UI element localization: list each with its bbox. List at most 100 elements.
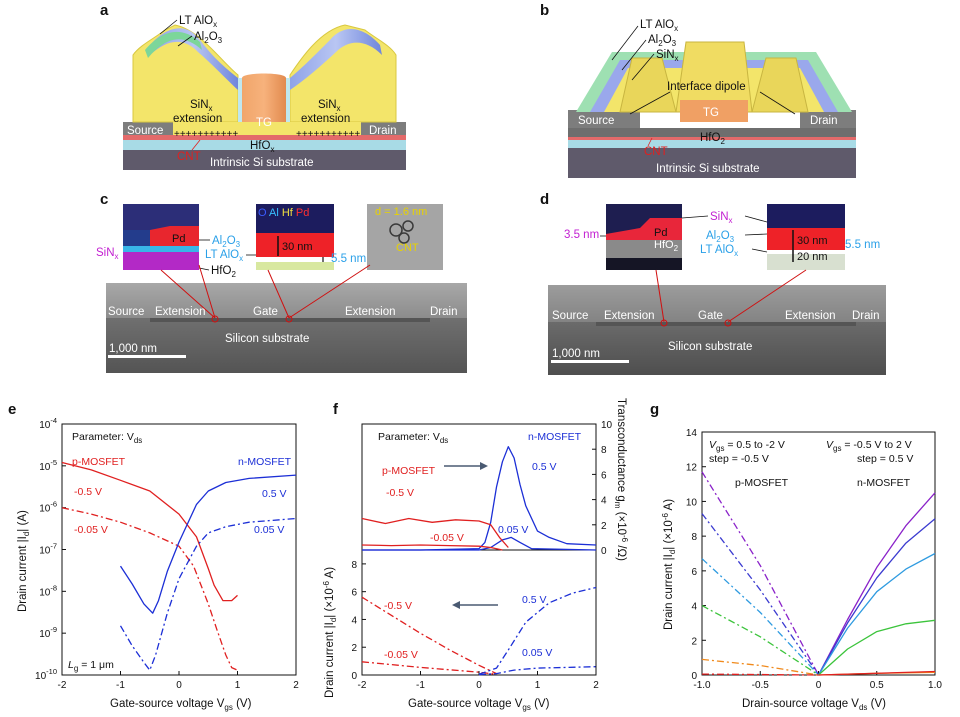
e-xtick: -1	[116, 680, 125, 691]
f-ytick-bot: 6	[351, 588, 357, 599]
e-param: Parameter: Vds	[72, 431, 142, 445]
c-edx-1-pd	[150, 226, 199, 246]
g-series-3	[701, 605, 819, 676]
e-v1: -0.5 V	[74, 486, 102, 498]
a-sinx-left: SiNx	[190, 99, 213, 113]
g-xtick: -1.0	[693, 680, 711, 691]
c-cnt-ring-1	[389, 223, 403, 237]
g-ytick: 8	[691, 532, 697, 543]
f-v3: 0.05 V	[498, 524, 528, 536]
panel-c: c Pd SiNx O Al Hf Pd 30 nm 5.5 nm Al2O3 …	[96, 191, 467, 373]
a-lt-alox: LT AlOx	[179, 15, 217, 29]
f-bot-series-1	[361, 661, 497, 675]
f-xtick: -1	[416, 680, 425, 691]
a-extension-left: extension	[173, 113, 222, 125]
c-tem-image	[367, 204, 443, 270]
f-v6: 0.5 V	[522, 594, 547, 606]
f-ytick-top: 6	[601, 470, 607, 481]
b-source	[568, 110, 640, 128]
g-ytick: 0	[691, 671, 697, 682]
a-hfox: HfOx	[250, 140, 274, 154]
tg-block	[242, 73, 286, 122]
c-edx-2-pd	[256, 233, 334, 257]
f-ytick-top: 2	[601, 521, 607, 532]
d-edx-1-hfo2	[606, 240, 682, 258]
f-ytick-bot: 0	[351, 671, 357, 682]
f-v7: -0.05 V	[384, 649, 418, 661]
f-arrow-bottom-head	[452, 601, 460, 609]
c-pd-label: Pd	[172, 233, 185, 245]
b-substrate-label: Intrinsic Si substrate	[656, 163, 760, 175]
g-series-0	[701, 471, 820, 676]
c-thick-55: 5.5 nm	[331, 253, 366, 265]
b-lt-alox: LT AlOx	[640, 19, 678, 33]
g-series-9	[818, 619, 936, 676]
e-v2: -0.05 V	[74, 524, 108, 536]
g-step-right: step = 0.5 V	[857, 453, 913, 465]
a-plus-right: +++++++++++	[296, 129, 360, 140]
g-vgs-right: Vgs = -0.5 V to 2 V	[826, 439, 912, 453]
g-vgs-left: Vgs = 0.5 to -2 V	[709, 439, 785, 453]
c-lt-alox-label: LT AlOx	[205, 249, 243, 263]
e-series-3	[119, 517, 297, 671]
panel-c-label: c	[100, 191, 108, 208]
f-bot-series-2	[478, 586, 597, 675]
d-sem-layer	[596, 322, 856, 326]
g-series-5	[701, 673, 819, 676]
alox-hump-right	[290, 29, 382, 90]
e-xtick: 0	[176, 680, 182, 691]
extension-base	[173, 122, 361, 135]
d-source: Source	[552, 310, 588, 322]
f-v4: -0.05 V	[430, 532, 464, 544]
f-top-series-3	[361, 544, 503, 551]
panel-d-label: d	[540, 191, 549, 208]
f-param: Parameter: Vds	[378, 431, 448, 445]
g-ytick: 14	[686, 428, 698, 439]
d-edx-1-base	[606, 258, 682, 270]
f-nmos: n-MOSFET	[528, 431, 582, 443]
f-xtick: -2	[358, 680, 367, 691]
source-contact	[123, 122, 173, 135]
e-xtick: -2	[58, 680, 67, 691]
a-extension-right: extension	[301, 113, 350, 125]
g-ytick: 4	[691, 602, 697, 613]
d-edx-2-pd	[767, 228, 845, 250]
e-ytick: 10-5	[39, 458, 57, 473]
g-step-left: step = -0.5 V	[709, 453, 769, 465]
c-edx-1-top	[123, 204, 199, 230]
c-edx-2-alox	[256, 257, 334, 262]
e-xtick: 1	[235, 680, 241, 691]
c-source: Source	[108, 306, 144, 318]
e-lg: Lg = 1 μm	[68, 659, 114, 673]
c-extension-1: Extension	[155, 306, 206, 318]
b-al2o3: Al2O3	[648, 34, 677, 48]
c-cnt-ring-3	[398, 232, 410, 244]
d-extension-1: Extension	[604, 310, 655, 322]
d-sinx-label: SiNx	[710, 211, 733, 225]
g-series	[701, 471, 936, 676]
f-ytick-bot: 2	[351, 643, 357, 654]
e-ylabel: Drain current |Id| (A)	[17, 510, 31, 612]
f-arrow-top-head	[480, 462, 488, 470]
f-pmos: p-MOSFET	[382, 465, 436, 477]
c-edx-1-al	[123, 246, 199, 252]
g-xlabel: Drain-source voltage Vds (V)	[742, 698, 886, 712]
b-tg-label: TG	[703, 107, 719, 119]
d-hfo2-label: HfO2	[654, 239, 679, 253]
panel-b-label: b	[540, 2, 549, 19]
c-sinx-label: SiNx	[96, 247, 119, 261]
b-ridge-left	[619, 57, 677, 113]
d-al2o3-label: Al2O3	[706, 230, 735, 244]
d-edx-2-alox	[767, 250, 845, 254]
e-series-0	[61, 461, 238, 602]
g-series-11	[818, 670, 936, 676]
f-v5: -0.5 V	[384, 600, 412, 612]
a-al2o3: Al2O3	[194, 31, 223, 45]
panel-f-label: f	[333, 401, 339, 418]
panel-e: e 10-4 10-5 10-6 10-7 10-8 10-9 10-10-2 -1 0 1 2 P…	[8, 401, 299, 712]
g-ytick: 6	[691, 567, 697, 578]
c-thick-30: 30 nm	[282, 241, 313, 253]
c-al2o3-label: Al2O3	[212, 235, 241, 249]
